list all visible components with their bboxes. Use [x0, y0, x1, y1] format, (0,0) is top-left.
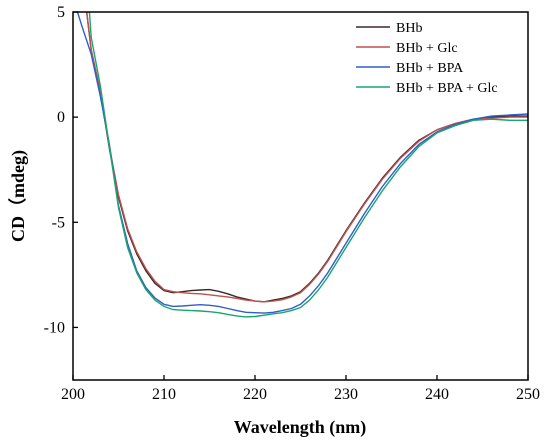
series-line-2	[86, 12, 528, 303]
x-tick-label: 210	[152, 386, 176, 403]
plot-frame	[72, 11, 529, 381]
x-tick-label: 200	[61, 386, 85, 403]
series-layer	[76, 12, 528, 318]
legend: BHb BHb + Glc BHb + BPA BHb + BPA + Glc	[356, 21, 498, 96]
y-tick-label: -5	[52, 214, 65, 231]
legend-label-1: BHb	[396, 21, 422, 36]
legend-label-2: BHb + Glc	[396, 41, 458, 56]
x-tick-label: 220	[243, 386, 267, 403]
x-axis-title: Wavelength (nm)	[234, 417, 367, 438]
x-tick-label: 250	[516, 386, 540, 403]
y-tick-label: -10	[44, 319, 65, 336]
series-line-4	[88, 12, 528, 318]
legend-label-3: BHb + BPA	[396, 61, 464, 76]
y-tick-label: 5	[57, 4, 65, 21]
series-line-1	[86, 12, 528, 303]
x-tick-label: 230	[334, 386, 358, 403]
ticks-layer: 200 210 220 230 240 250 5 0 -5 -10	[44, 4, 540, 403]
legend-label-4: BHb + BPA + Glc	[396, 81, 498, 96]
series-line-3	[76, 12, 528, 314]
y-tick-label: 0	[57, 109, 65, 126]
x-tick-label: 240	[425, 386, 449, 403]
y-axis-title: CD（mdeg)	[8, 150, 29, 242]
